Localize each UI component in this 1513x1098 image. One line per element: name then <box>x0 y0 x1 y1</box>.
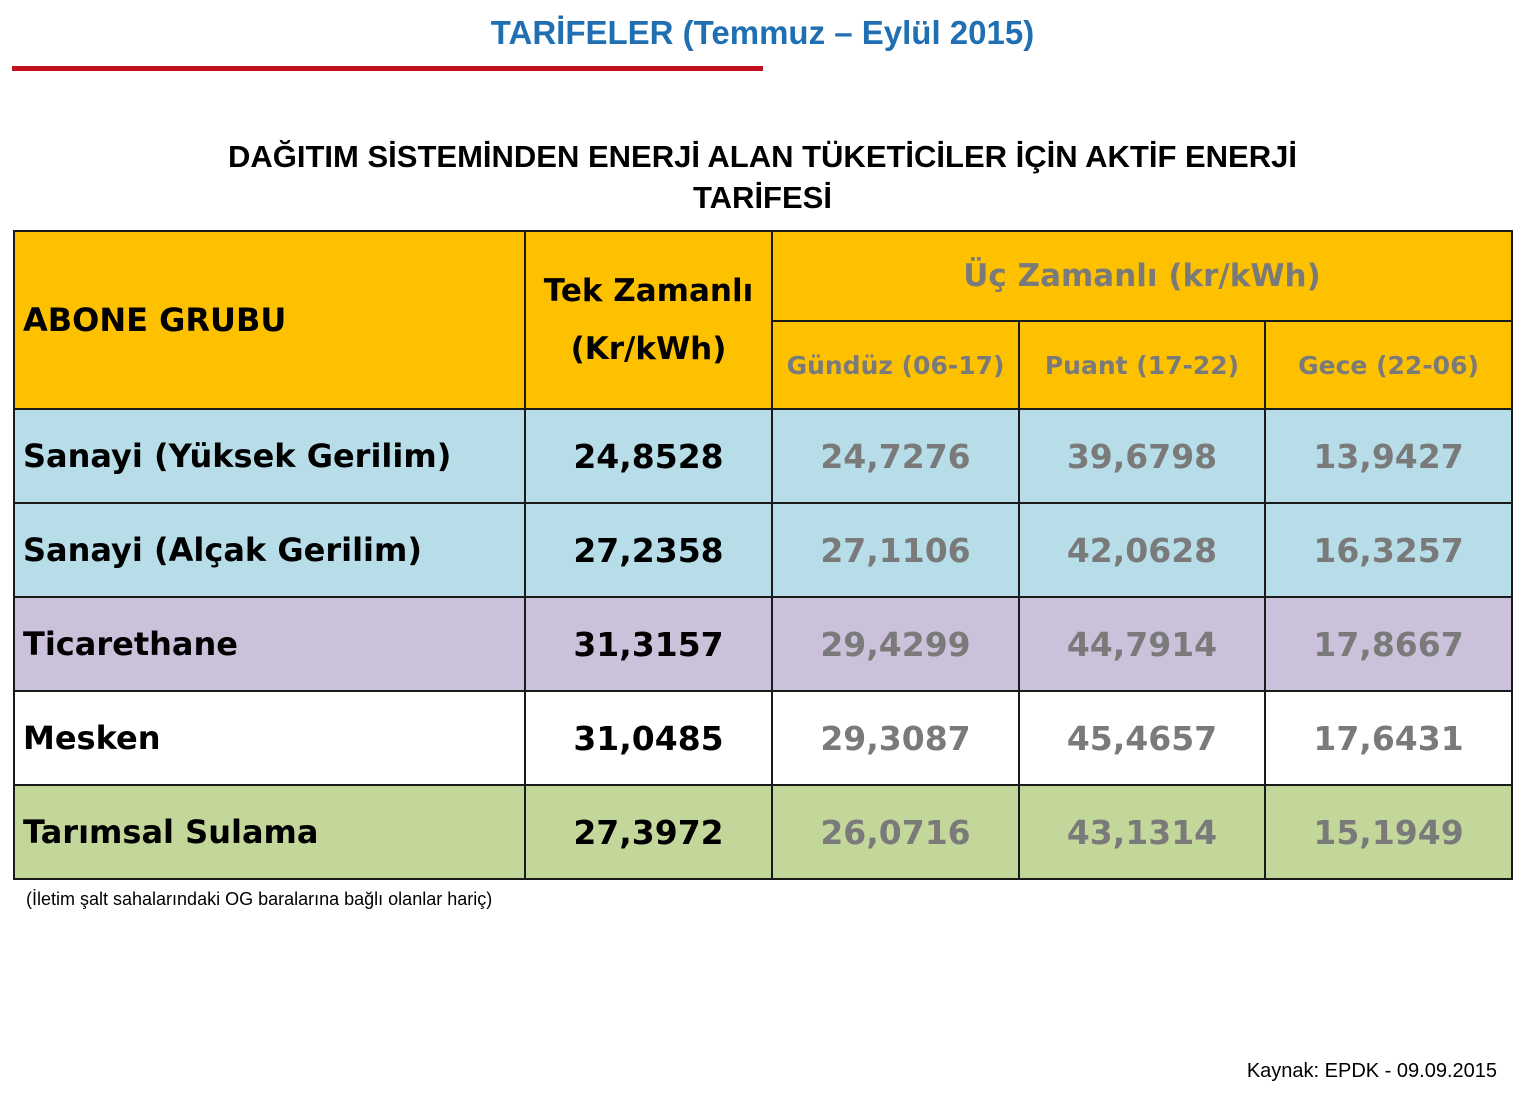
night-rate-cell: 13,9427 <box>1263 408 1513 504</box>
subscriber-group-cell: Mesken <box>13 690 526 786</box>
single-time-cell: 27,2358 <box>524 502 773 598</box>
single-time-cell: 31,0485 <box>524 690 773 786</box>
subscriber-group-cell: Sanayi (Alçak Gerilim) <box>13 502 526 598</box>
day-rate-cell: 24,7276 <box>771 408 1020 504</box>
subscriber-group-cell: Tarımsal Sulama <box>13 784 526 880</box>
header-day: Gündüz (06-17) <box>771 320 1020 410</box>
single-time-cell: 24,8528 <box>524 408 773 504</box>
night-rate-cell: 17,6431 <box>1263 690 1513 786</box>
subscriber-group-cell: Sanayi (Yüksek Gerilim) <box>13 408 526 504</box>
header-single-time-label: Tek Zamanlı <box>543 273 754 309</box>
day-rate-cell: 29,4299 <box>771 596 1020 692</box>
header-single-time: Tek Zamanlı (Kr/kWh) <box>524 230 773 410</box>
table-row: Ticarethane 31,3157 29,4299 44,7914 17,8667 <box>13 596 1513 692</box>
table-heading-line-2: TARİFESİ <box>693 180 832 215</box>
peak-rate-cell: 45,4657 <box>1018 690 1266 786</box>
peak-rate-cell: 39,6798 <box>1018 408 1266 504</box>
night-rate-cell: 17,8667 <box>1263 596 1513 692</box>
table-row: Tarımsal Sulama 27,3972 26,0716 43,1314 15,1… <box>13 784 1513 880</box>
single-time-cell: 31,3157 <box>524 596 773 692</box>
subscriber-group-cell: Ticarethane <box>13 596 526 692</box>
header-subscriber-group: ABONE GRUBU <box>13 230 526 410</box>
night-rate-cell: 15,1949 <box>1263 784 1513 880</box>
night-rate-cell: 16,3257 <box>1263 502 1513 598</box>
header-three-time: Üç Zamanlı (kr/kWh) <box>770 230 1513 322</box>
table-heading-line-1: DAĞITIM SİSTEMİNDEN ENERJİ ALAN TÜKETİCİ… <box>228 139 1297 174</box>
single-time-cell: 27,3972 <box>524 784 773 880</box>
table-row: Sanayi (Yüksek Gerilim) 24,8528 24,7276 39,… <box>13 408 1513 504</box>
table-row: Sanayi (Alçak Gerilim) 27,2358 27,1106 42,0… <box>13 502 1513 598</box>
footnote: (İletim şalt sahalarındaki OG baralarına… <box>26 889 493 909</box>
source-citation: Kaynak: EPDK - 09.09.2015 <box>1246 1060 1497 1082</box>
table-heading: DAĞITIM SİSTEMİNDEN ENERJİ ALAN TÜKETİCİ… <box>100 136 1425 218</box>
header-peak: Puant (17-22) <box>1018 320 1266 410</box>
peak-rate-cell: 44,7914 <box>1018 596 1266 692</box>
day-rate-cell: 29,3087 <box>771 690 1020 786</box>
tariff-table: ABONE GRUBU Tek Zamanlı (Kr/kWh) Üç Zama… <box>13 230 1513 880</box>
page-title: TARİFELER (Temmuz – Eylül 2015) <box>490 14 1035 51</box>
day-rate-cell: 26,0716 <box>771 784 1020 880</box>
peak-rate-cell: 42,0628 <box>1018 502 1266 598</box>
header-single-time-unit: (Kr/kWh) <box>570 331 727 367</box>
title-underline <box>12 66 763 71</box>
header-night: Gece (22-06) <box>1263 320 1513 410</box>
table-row: Mesken 31,0485 29,3087 45,4657 17,6431 <box>13 690 1513 786</box>
peak-rate-cell: 43,1314 <box>1018 784 1266 880</box>
day-rate-cell: 27,1106 <box>771 502 1020 598</box>
